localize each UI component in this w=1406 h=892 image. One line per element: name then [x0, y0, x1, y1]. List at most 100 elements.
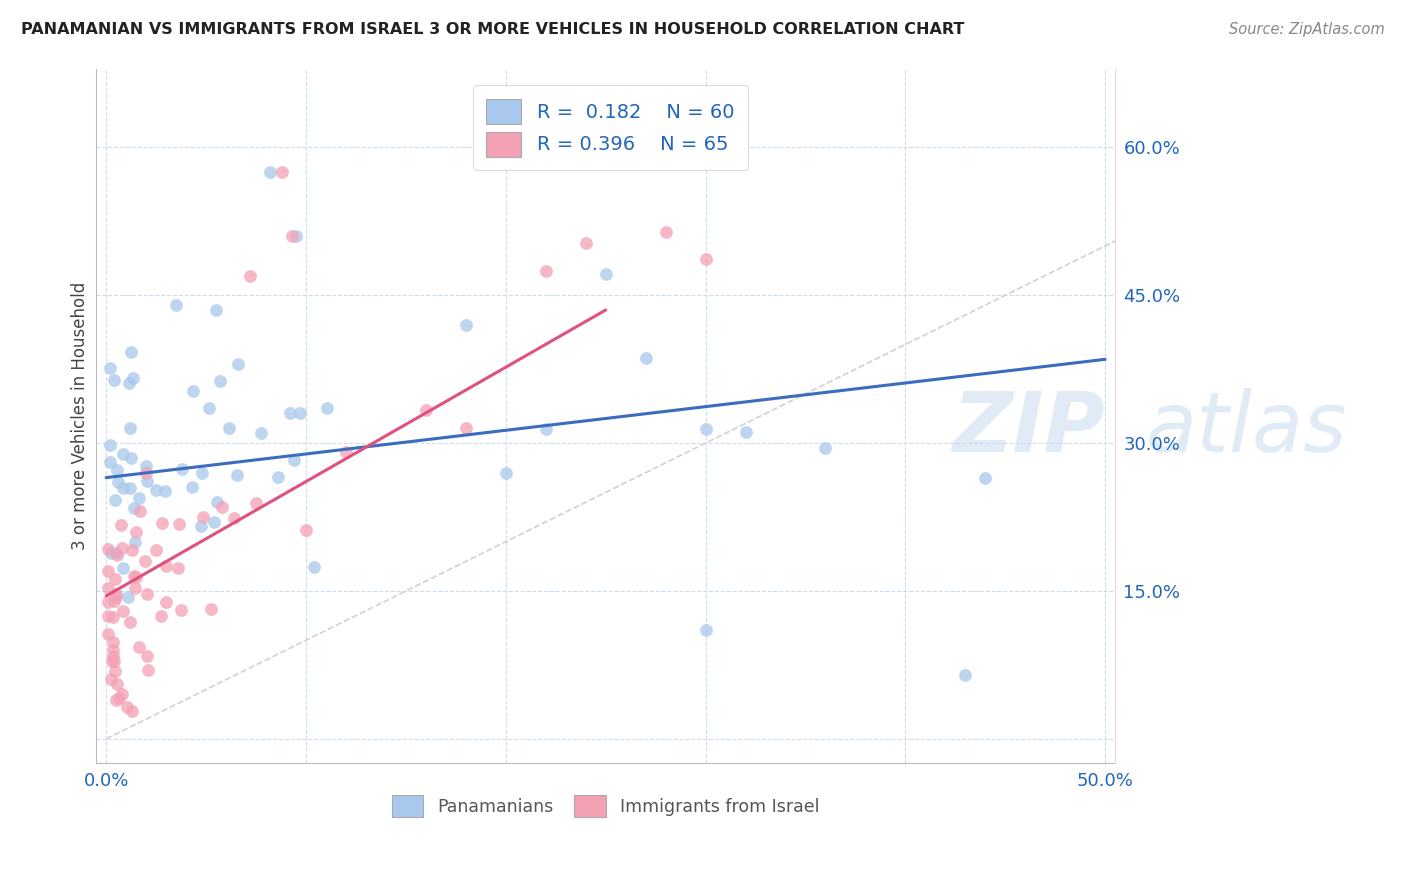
Point: [955, 667, 977, 681]
Point: [100, 546, 122, 560]
Point: [100, 672, 122, 686]
Point: [149, 608, 172, 623]
Point: [125, 569, 148, 583]
Point: [124, 534, 146, 549]
Point: [302, 560, 325, 574]
Point: [104, 664, 127, 678]
Point: [245, 496, 267, 510]
Point: [166, 561, 188, 575]
Point: [97, 627, 120, 641]
Point: [108, 691, 131, 706]
Y-axis label: 3 or more Vehicles in Household: 3 or more Vehicles in Household: [72, 282, 89, 550]
Point: [495, 467, 517, 481]
Point: [104, 587, 127, 601]
Point: [104, 693, 127, 707]
Point: [202, 515, 225, 529]
Point: [121, 371, 143, 385]
Point: [111, 447, 134, 461]
Point: [695, 252, 717, 266]
Point: [278, 406, 301, 420]
Point: [695, 624, 717, 638]
Point: [101, 610, 124, 624]
Point: [136, 663, 159, 677]
Text: atlas: atlas: [1144, 388, 1347, 469]
Point: [191, 510, 214, 524]
Point: [634, 351, 657, 365]
Point: [239, 268, 262, 283]
Point: [98, 438, 121, 452]
Point: [285, 229, 308, 244]
Point: [101, 649, 124, 664]
Point: [104, 546, 127, 560]
Point: [115, 700, 138, 714]
Point: [121, 704, 143, 718]
Point: [134, 554, 156, 568]
Point: [695, 421, 717, 435]
Point: [335, 444, 357, 458]
Point: [120, 345, 142, 359]
Point: [124, 581, 146, 595]
Legend: Panamanians, Immigrants from Israel: Panamanians, Immigrants from Israel: [385, 789, 827, 824]
Point: [266, 469, 288, 483]
Point: [101, 635, 124, 649]
Point: [135, 458, 157, 473]
Point: [111, 481, 134, 495]
Point: [211, 500, 233, 514]
Point: [118, 421, 141, 435]
Point: [150, 516, 173, 531]
Point: [153, 483, 176, 498]
Point: [145, 483, 167, 497]
Point: [120, 451, 142, 466]
Point: [454, 318, 477, 332]
Point: [107, 475, 129, 490]
Text: ZIP: ZIP: [952, 388, 1105, 469]
Point: [218, 421, 240, 435]
Point: [155, 594, 177, 608]
Point: [224, 511, 246, 525]
Point: [128, 640, 150, 655]
Point: [181, 384, 204, 398]
Point: [145, 543, 167, 558]
Point: [110, 517, 132, 532]
Point: [122, 569, 145, 583]
Point: [295, 524, 318, 538]
Point: [103, 373, 125, 387]
Point: [101, 654, 124, 668]
Point: [271, 165, 294, 179]
Point: [135, 466, 157, 480]
Point: [118, 376, 141, 390]
Point: [104, 572, 127, 586]
Point: [205, 495, 228, 509]
Point: [205, 303, 228, 318]
Point: [415, 402, 437, 417]
Point: [200, 601, 222, 615]
Point: [974, 470, 997, 484]
Point: [103, 642, 125, 657]
Point: [112, 560, 135, 574]
Text: PANAMANIAN VS IMMIGRANTS FROM ISRAEL 3 OR MORE VEHICLES IN HOUSEHOLD CORRELATION: PANAMANIAN VS IMMIGRANTS FROM ISRAEL 3 O…: [21, 22, 965, 37]
Point: [111, 541, 134, 555]
Point: [288, 406, 311, 420]
Point: [654, 225, 676, 239]
Point: [190, 518, 212, 533]
Point: [191, 466, 214, 480]
Point: [117, 591, 139, 605]
Point: [814, 441, 837, 455]
Point: [283, 453, 305, 467]
Point: [534, 263, 557, 277]
Point: [103, 594, 125, 608]
Point: [128, 491, 150, 506]
Point: [121, 542, 143, 557]
Point: [97, 609, 120, 624]
Point: [281, 229, 304, 244]
Point: [136, 587, 159, 601]
Point: [167, 517, 190, 532]
Point: [316, 401, 339, 415]
Point: [97, 594, 120, 608]
Point: [97, 581, 120, 595]
Point: [734, 425, 756, 439]
Point: [125, 525, 148, 540]
Point: [105, 677, 128, 691]
Point: [454, 421, 477, 435]
Point: [209, 374, 232, 388]
